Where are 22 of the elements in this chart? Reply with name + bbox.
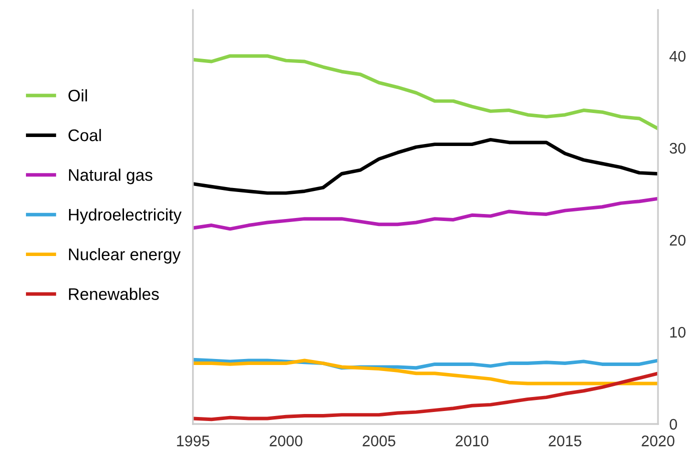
x-tick-label: 1995 — [177, 436, 210, 446]
x-tick-label: 2020 — [642, 436, 674, 446]
y-tick-label: 20 — [670, 234, 686, 246]
legend-label: Renewables — [69, 288, 159, 300]
y-tick-label: 10 — [670, 326, 686, 338]
line-series — [192, 138, 658, 195]
y-tick-label: 40 — [669, 50, 686, 62]
y-tick-label: 0 — [670, 418, 678, 430]
line-series — [192, 358, 658, 386]
legend-label: Natural gas — [69, 168, 152, 184]
legend-label: Oil — [68, 89, 87, 102]
x-tick-label: 2015 — [548, 436, 582, 446]
x-tick-label: 2005 — [362, 436, 396, 446]
legend-label: Coal — [68, 128, 101, 142]
legend-label: Nuclear energy — [69, 248, 181, 264]
legend-label: Hydroelectricity — [69, 208, 182, 224]
line-series — [192, 372, 658, 422]
x-tick-label: 2000 — [270, 436, 302, 446]
line-series — [192, 54, 658, 130]
y-tick-label: 30 — [670, 142, 686, 154]
x-tick-label: 2010 — [456, 436, 488, 446]
line-series — [192, 196, 658, 231]
